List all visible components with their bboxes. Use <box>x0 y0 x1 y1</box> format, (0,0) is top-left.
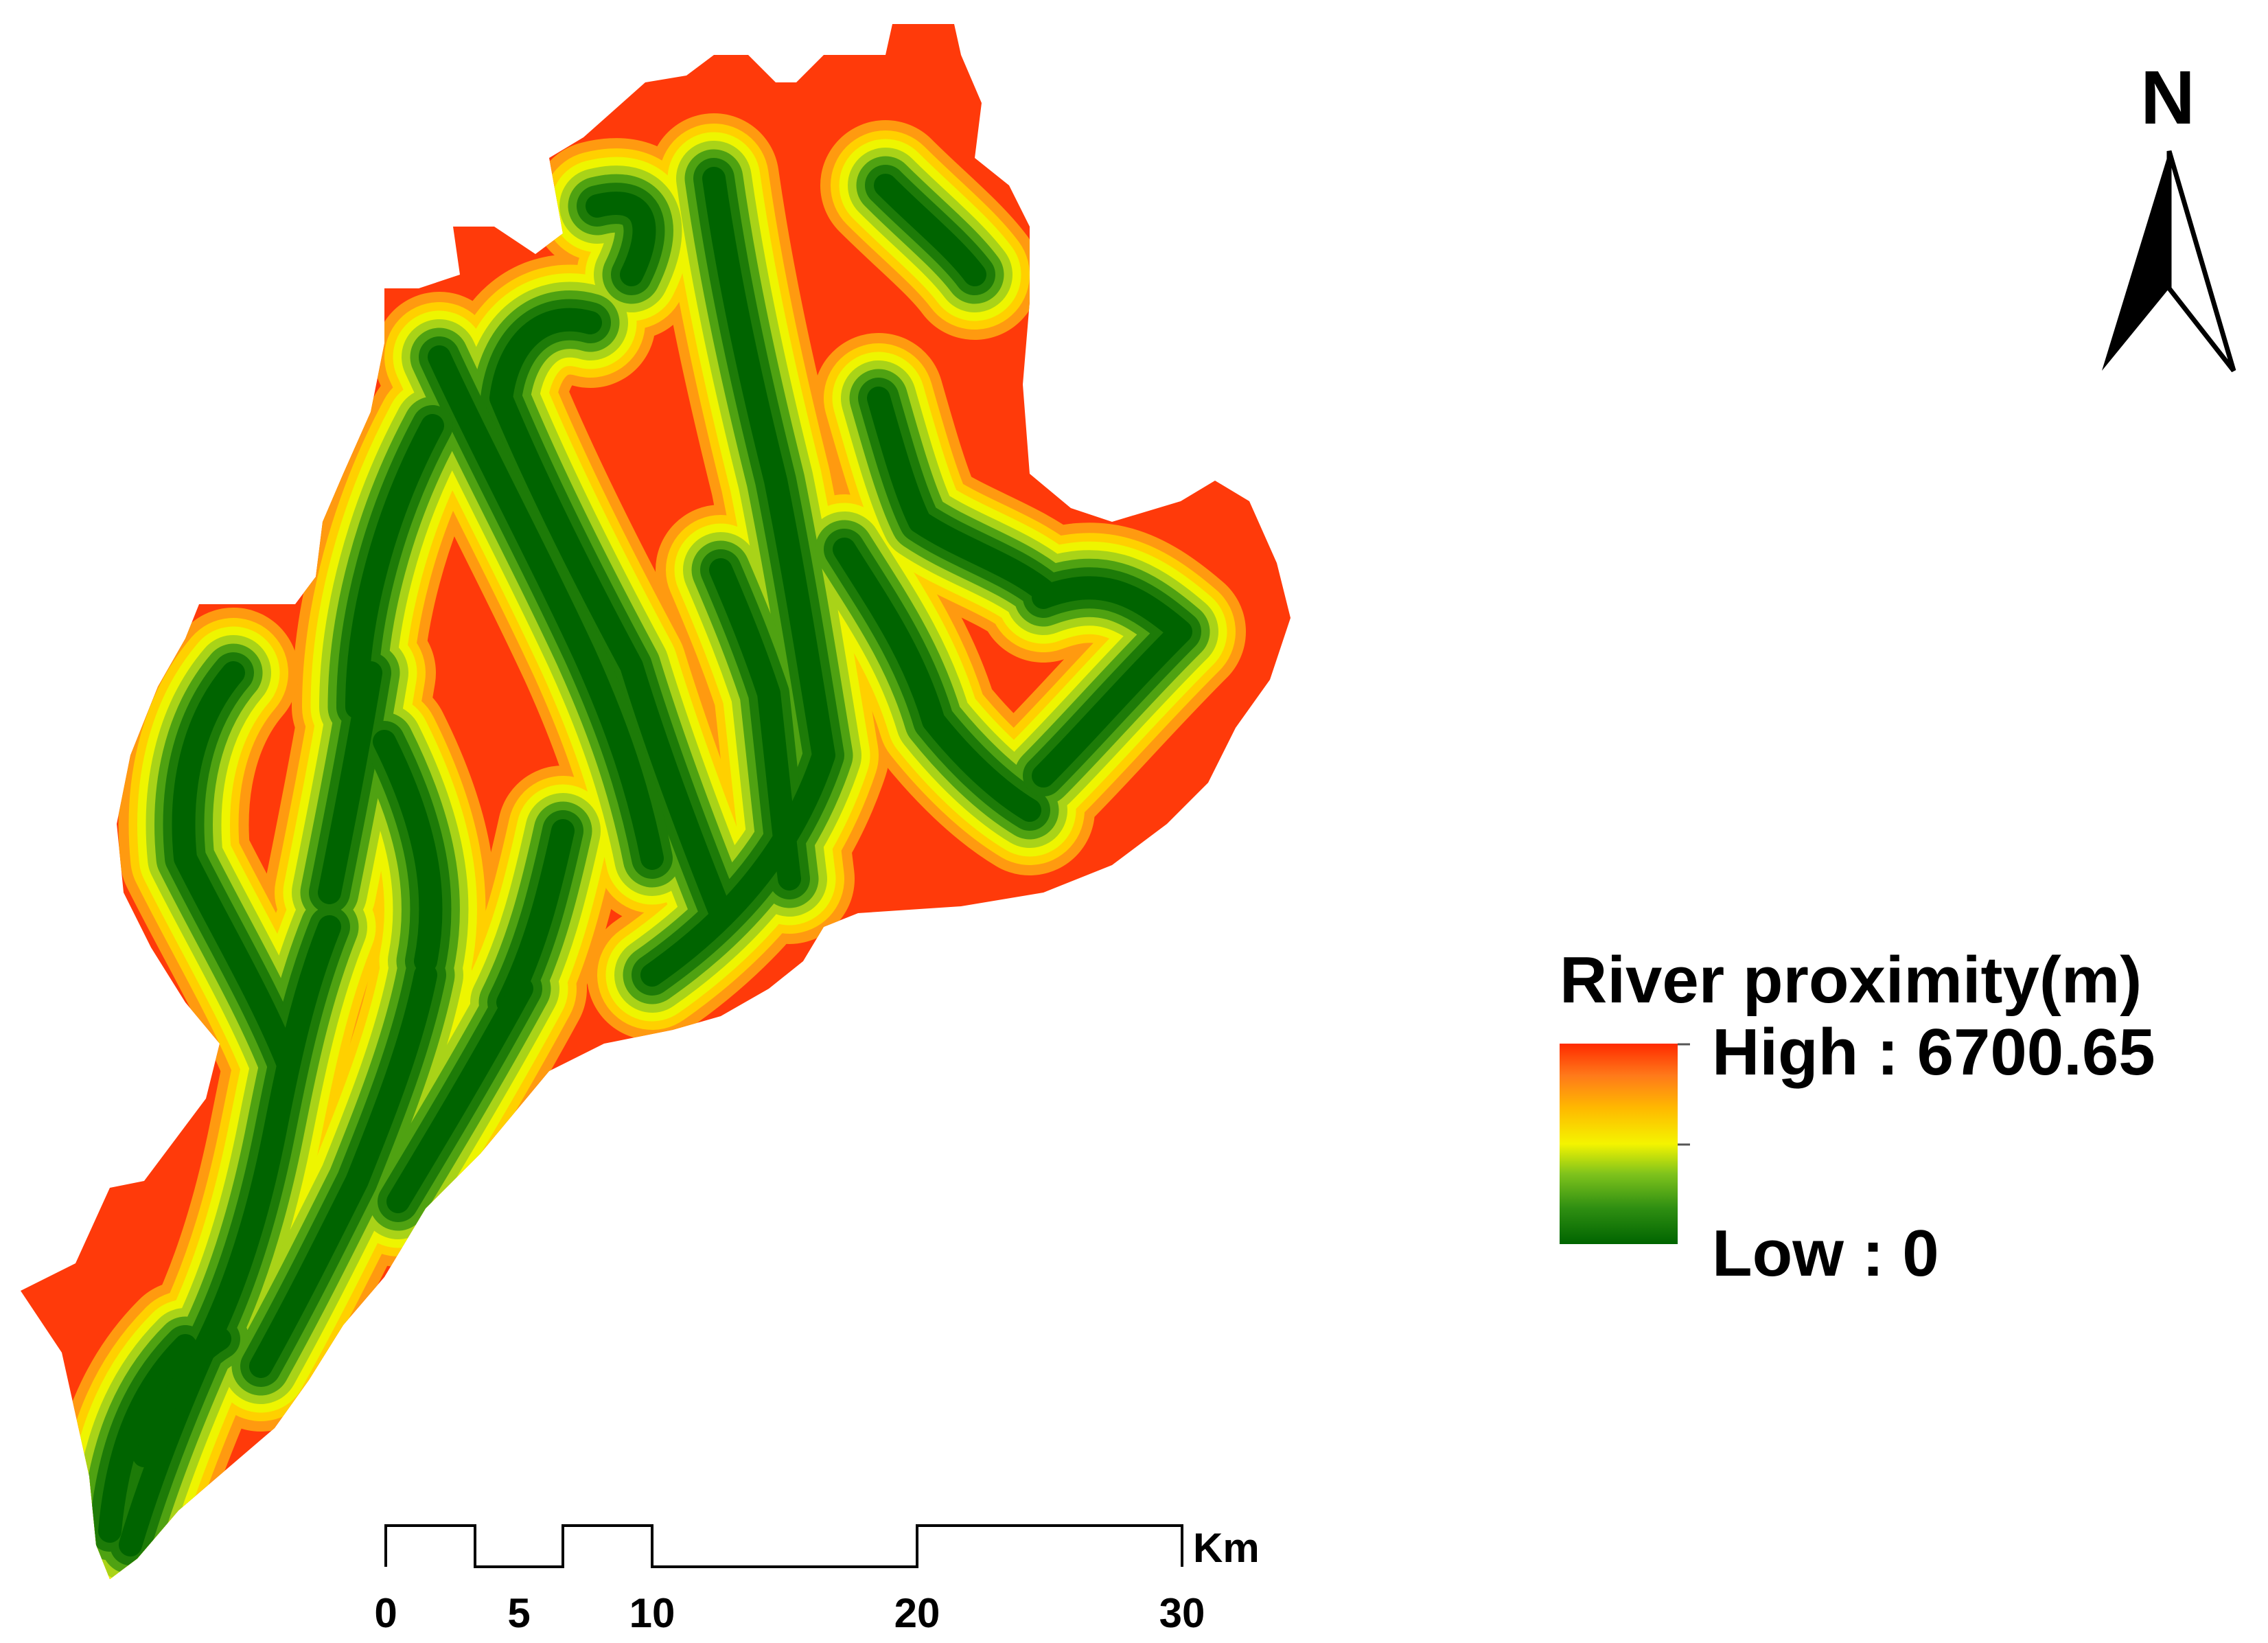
scale-tick-30: 30 <box>1159 1590 1205 1636</box>
legend-high-label: High : 6700.65 <box>1712 1015 2155 1089</box>
legend-title: River proximity(m) <box>1560 943 2142 1017</box>
scale-bar-labels: 0 5 10 20 30 Km <box>374 1525 1259 1636</box>
north-arrow-left-half <box>2102 151 2169 371</box>
scale-tick-10: 10 <box>629 1590 675 1636</box>
scale-bar <box>384 1524 1183 1568</box>
scale-bar-line <box>384 1524 1183 1568</box>
north-arrow-right-half <box>2166 150 2236 373</box>
north-arrow: N <box>2102 56 2236 373</box>
scale-tick-0: 0 <box>374 1590 397 1636</box>
scale-tick-5: 5 <box>507 1590 530 1636</box>
proximity-raster <box>21 24 1291 1579</box>
scale-unit: Km <box>1193 1525 1260 1571</box>
legend: River proximity(m) High : 6700.65 Low : … <box>1560 943 2155 1290</box>
north-label: N <box>2140 56 2195 140</box>
legend-low-label: Low : 0 <box>1712 1217 1939 1290</box>
scale-tick-20: 20 <box>894 1590 940 1636</box>
legend-color-ramp <box>1560 1044 1678 1244</box>
